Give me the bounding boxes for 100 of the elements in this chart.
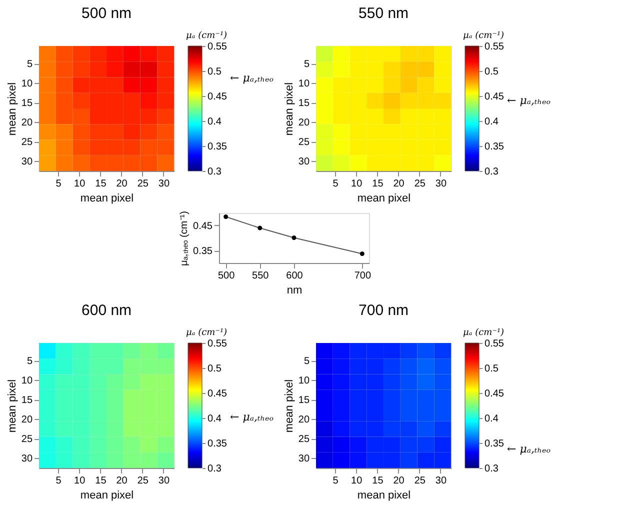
y-tick-label: 30: [298, 454, 310, 465]
color-bar-label: 0.45: [484, 92, 504, 102]
x-tick-label: 15: [372, 476, 384, 486]
y-tick-label: 30: [21, 454, 33, 465]
point: [360, 252, 364, 256]
x-tick-label: 10: [74, 476, 86, 486]
point: [224, 214, 228, 219]
text: ← μₐ,ₜₕₑₒ: [230, 410, 274, 424]
x-tick-label: 20: [393, 476, 405, 486]
color-bar-label: 0.35: [484, 142, 504, 152]
color-bar-title: μₐ (cm⁻¹): [463, 328, 505, 338]
x-tick-label: 550: [252, 270, 270, 282]
y-tick-label: 20: [298, 118, 310, 129]
color-bar-label: 0.4: [484, 414, 499, 424]
color-bar-label: 0.35: [208, 142, 228, 152]
y-axis-title: mean pixel: [283, 82, 296, 136]
x-tick-label: 25: [137, 476, 149, 486]
y-tick-label: 15: [21, 395, 33, 406]
color-bar-title: μₐ (cm⁻¹): [186, 328, 228, 338]
x-tick-label: 20: [116, 476, 128, 486]
y-tick-label: 25: [298, 137, 310, 148]
color-bar-label: 0.5: [208, 364, 222, 374]
x-axis-title: mean pixel: [357, 192, 411, 204]
color-bar-label: 0.5: [208, 66, 222, 78]
color-bar-label: 0.55: [484, 338, 504, 350]
chart-title: 700 nm: [358, 302, 409, 319]
x-tick-label: 5: [56, 178, 62, 190]
color-bar-title: μₐ (cm⁻¹): [186, 31, 228, 41]
color-bar-title: μₐ (cm⁻¹): [463, 31, 505, 41]
y-tick-label: 30: [21, 156, 33, 168]
y-tick-label: 5: [26, 356, 33, 368]
y-tick-label: 15: [298, 98, 310, 110]
x-tick-label: 30: [435, 476, 447, 486]
chart-title: 500 nm: [82, 5, 132, 22]
y-axis-title: mean pixel: [283, 379, 296, 433]
y-axis-title: μₐ,ₜₕₑₒ (cm⁻¹): [179, 211, 190, 266]
y-tick-label: 5: [26, 59, 33, 70]
color-bar-label: 0.35: [208, 438, 228, 450]
color-bar-label: 0.5: [484, 66, 499, 78]
x-tick-label: 15: [95, 476, 107, 486]
x-axis-title: mean pixel: [80, 192, 134, 204]
text: ← μₐ,ₜₕₑₒ: [507, 94, 550, 107]
x-tick-label: 5: [332, 178, 339, 190]
color-bar-label: 0.3: [484, 464, 499, 474]
x-tick-label: 20: [116, 178, 128, 190]
y-tick-label: 15: [298, 395, 310, 406]
x-axis-title: mean pixel: [80, 490, 134, 502]
color-bar-label: 0.5: [484, 364, 499, 374]
y-axis-title: mean pixel: [6, 82, 18, 136]
text: ← μₐ,ₜₕₑₒ: [507, 442, 550, 456]
y-tick-label: 10: [298, 78, 310, 90]
y-tick-label: 15: [21, 98, 33, 110]
x-tick-label: 5: [56, 476, 62, 486]
x-tick-label: 30: [158, 178, 170, 190]
color-bar-label: 0.55: [208, 42, 228, 52]
color-bar-label: 0.3: [208, 166, 222, 178]
color-bar-label: 0.55: [484, 42, 504, 52]
y-tick-label: 10: [298, 376, 310, 387]
x-tick-label: 10: [351, 476, 363, 486]
y-tick-label: 30: [298, 156, 310, 168]
x-tick-label: 500: [218, 270, 236, 282]
x-tick-label: 20: [393, 178, 405, 190]
chart-title: 550 nm: [358, 5, 409, 22]
color-bar-label: 0.4: [484, 116, 499, 128]
color-bar-label: 0.45: [208, 92, 228, 102]
color-bar-label: 0.4: [208, 414, 222, 424]
x-tick-label: 10: [74, 178, 86, 190]
y-tick-label: 5: [304, 59, 310, 70]
x-tick-label: 30: [158, 476, 170, 486]
color-bar-label: 0.55: [208, 338, 228, 350]
color-bar-label: 0.4: [208, 116, 222, 128]
text: ← μₐ,ₜₕₑₒ: [230, 72, 274, 84]
x-tick-label: 25: [414, 178, 426, 190]
y-tick-label: 25: [21, 434, 33, 446]
point: [258, 226, 262, 230]
color-bar-label: 0.3: [208, 464, 222, 474]
x-tick-label: 5: [332, 476, 339, 486]
color-bar-label: 0.35: [484, 438, 504, 450]
y-tick-label: 10: [21, 376, 33, 387]
color-bar-label: 0.3: [484, 166, 499, 178]
x-tick-label: 600: [286, 270, 304, 282]
x-axis-title: nm: [286, 284, 302, 296]
y-tick-label: 20: [298, 414, 310, 426]
x-tick-label: 30: [435, 178, 447, 190]
y-tick-label: 20: [21, 118, 33, 129]
point: [292, 236, 296, 240]
y-tick-label: 25: [21, 137, 33, 148]
x-tick-label: 15: [95, 178, 107, 190]
x-tick-label: 10: [351, 178, 363, 190]
color-bar-label: 0.45: [208, 388, 228, 400]
color-bar-label: 0.45: [484, 388, 504, 400]
x-tick-label: 25: [137, 178, 149, 190]
y-tick-label: 20: [21, 414, 33, 426]
y-tick-label: 5: [304, 356, 310, 368]
y-axis-title: mean pixel: [6, 379, 18, 433]
chart-title: 600 nm: [82, 302, 132, 319]
x-axis-title: mean pixel: [357, 490, 411, 502]
x-tick-label: 700: [354, 270, 372, 282]
y-tick-label: 10: [21, 78, 33, 90]
x-tick-label: 15: [372, 178, 384, 190]
